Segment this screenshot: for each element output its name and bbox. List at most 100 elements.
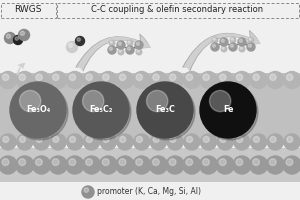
- Circle shape: [229, 43, 237, 51]
- Circle shape: [233, 156, 251, 174]
- Circle shape: [236, 74, 243, 81]
- Circle shape: [133, 156, 151, 174]
- Circle shape: [33, 72, 50, 88]
- Circle shape: [217, 72, 234, 88]
- Circle shape: [136, 136, 142, 142]
- Circle shape: [100, 134, 116, 150]
- Circle shape: [128, 41, 130, 43]
- Circle shape: [119, 74, 126, 81]
- Circle shape: [248, 44, 251, 47]
- Circle shape: [219, 159, 226, 166]
- Circle shape: [267, 72, 284, 88]
- Circle shape: [203, 136, 209, 142]
- Circle shape: [126, 46, 134, 54]
- Circle shape: [20, 31, 25, 35]
- Circle shape: [152, 159, 159, 166]
- Circle shape: [146, 90, 168, 112]
- Text: Fe: Fe: [223, 106, 233, 114]
- Circle shape: [6, 34, 10, 38]
- Circle shape: [110, 47, 112, 50]
- Circle shape: [33, 134, 50, 150]
- Circle shape: [136, 159, 142, 166]
- Circle shape: [83, 134, 100, 150]
- Circle shape: [0, 134, 16, 150]
- Circle shape: [73, 82, 129, 138]
- Circle shape: [250, 156, 268, 174]
- Circle shape: [222, 47, 224, 49]
- Circle shape: [186, 74, 193, 81]
- Circle shape: [169, 159, 176, 166]
- Circle shape: [220, 74, 226, 81]
- Circle shape: [230, 37, 236, 43]
- Circle shape: [150, 134, 167, 150]
- Circle shape: [202, 84, 258, 140]
- Circle shape: [19, 74, 26, 81]
- Text: Fe₃O₄: Fe₃O₄: [26, 106, 50, 114]
- Circle shape: [117, 134, 133, 150]
- Circle shape: [169, 74, 176, 81]
- Circle shape: [67, 134, 83, 150]
- Circle shape: [83, 72, 100, 88]
- Circle shape: [53, 136, 59, 142]
- Circle shape: [284, 134, 300, 150]
- Circle shape: [84, 188, 88, 192]
- Circle shape: [119, 50, 121, 52]
- Circle shape: [136, 74, 142, 81]
- Circle shape: [240, 47, 242, 49]
- Circle shape: [247, 43, 255, 51]
- Circle shape: [2, 74, 9, 81]
- Circle shape: [186, 159, 193, 166]
- Circle shape: [15, 37, 19, 40]
- Circle shape: [128, 47, 130, 50]
- Circle shape: [200, 82, 256, 138]
- Circle shape: [12, 84, 68, 140]
- Circle shape: [234, 134, 250, 150]
- Circle shape: [0, 156, 17, 174]
- Circle shape: [200, 156, 217, 174]
- Circle shape: [149, 156, 167, 174]
- Circle shape: [184, 134, 200, 150]
- Circle shape: [209, 90, 231, 112]
- Circle shape: [2, 159, 9, 166]
- Circle shape: [270, 136, 276, 142]
- Circle shape: [67, 42, 77, 52]
- Text: promoter (K, Ca, Mg, Si, Al): promoter (K, Ca, Mg, Si, Al): [97, 188, 201, 196]
- Circle shape: [220, 136, 226, 142]
- Circle shape: [69, 159, 76, 166]
- Circle shape: [4, 32, 16, 44]
- Circle shape: [118, 42, 122, 45]
- Circle shape: [82, 156, 100, 174]
- Bar: [0, 148, 300, 182]
- Circle shape: [10, 82, 66, 138]
- Circle shape: [16, 72, 33, 88]
- Text: C-C coupling & olefin secondary reaction: C-C coupling & olefin secondary reaction: [91, 5, 263, 15]
- Circle shape: [269, 159, 276, 166]
- Circle shape: [284, 72, 300, 88]
- Circle shape: [20, 136, 26, 142]
- Circle shape: [137, 82, 193, 138]
- Circle shape: [135, 41, 143, 49]
- Circle shape: [250, 72, 267, 88]
- Circle shape: [253, 136, 260, 142]
- Circle shape: [233, 72, 250, 88]
- Circle shape: [50, 134, 66, 150]
- Circle shape: [137, 50, 139, 52]
- Circle shape: [221, 46, 227, 52]
- Circle shape: [220, 38, 228, 46]
- Circle shape: [236, 159, 243, 166]
- Circle shape: [116, 156, 134, 174]
- Circle shape: [82, 90, 104, 112]
- Circle shape: [166, 156, 184, 174]
- Circle shape: [286, 159, 293, 166]
- Circle shape: [127, 40, 133, 46]
- FancyBboxPatch shape: [1, 2, 56, 18]
- Circle shape: [287, 136, 293, 142]
- Circle shape: [100, 72, 117, 88]
- Circle shape: [266, 156, 284, 174]
- Circle shape: [0, 72, 16, 88]
- Circle shape: [150, 72, 167, 88]
- Circle shape: [20, 90, 41, 112]
- Circle shape: [200, 72, 217, 88]
- Circle shape: [167, 72, 184, 88]
- Circle shape: [267, 134, 283, 150]
